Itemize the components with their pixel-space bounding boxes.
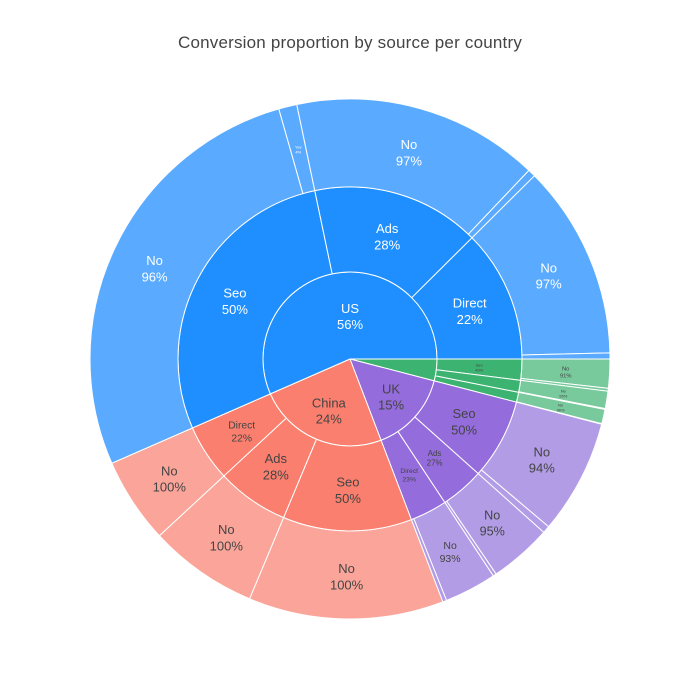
sector-uk-label: UK 15%: [378, 382, 404, 413]
sector-china-seo-no-label: No 100%: [330, 561, 364, 592]
sector-china-direct-no-label: No 100%: [153, 463, 187, 494]
sector-uk-direct-no-label: No 93%: [440, 540, 461, 565]
sector-us-direct-yes-wedge[interactable]: [521, 352, 611, 360]
sector-germany-direct-no-label: No 96%: [557, 402, 565, 412]
sunburst-labels: Seo 49% No 91% No 95% No 96% UK 15% Seo 50% No 94% Ads…: [142, 137, 572, 592]
sector-china-label: China 24%: [312, 396, 347, 427]
sunburst-wedges: [89, 98, 611, 620]
sector-us-seo-no-label: No 96%: [142, 253, 168, 284]
sector-us-direct-label: Direct 22%: [453, 296, 487, 327]
chart-title: Conversion proportion by source per coun…: [177, 33, 523, 52]
sector-us-label: US 56%: [337, 301, 363, 332]
sector-china-seo-label: Seo 50%: [335, 475, 361, 506]
sector-china-direct-label: Direct 22%: [228, 420, 255, 444]
sector-china-ads-no-label: No 100%: [210, 522, 244, 553]
sector-us-ads-no-label: No 97%: [396, 137, 422, 168]
sector-uk-seo-no-label: No 94%: [529, 444, 555, 475]
sector-us-seo-yes-label: Yes 4%: [295, 145, 302, 155]
sector-us-ads-label: Ads 28%: [374, 221, 400, 252]
sector-uk-ads-no-label: No 95%: [480, 509, 505, 539]
sector-germany-seo-label: Seo 49%: [475, 362, 483, 372]
sector-china-ads-label: Ads 28%: [263, 451, 289, 482]
sector-us-seo-no-wedge[interactable]: [89, 108, 304, 464]
sector-uk-direct-label: Direct 23%: [400, 468, 418, 483]
sector-uk-seo-label: Seo 50%: [451, 406, 477, 437]
sector-us-direct-no-label: No 97%: [536, 260, 562, 291]
sector-us-seo-label: Seo 50%: [222, 286, 248, 317]
sector-germany-seo-no-label: No 91%: [560, 366, 572, 379]
sector-germany-ads-no-label: No 95%: [559, 388, 567, 398]
sector-uk-ads-label: Ads 27%: [427, 449, 443, 468]
